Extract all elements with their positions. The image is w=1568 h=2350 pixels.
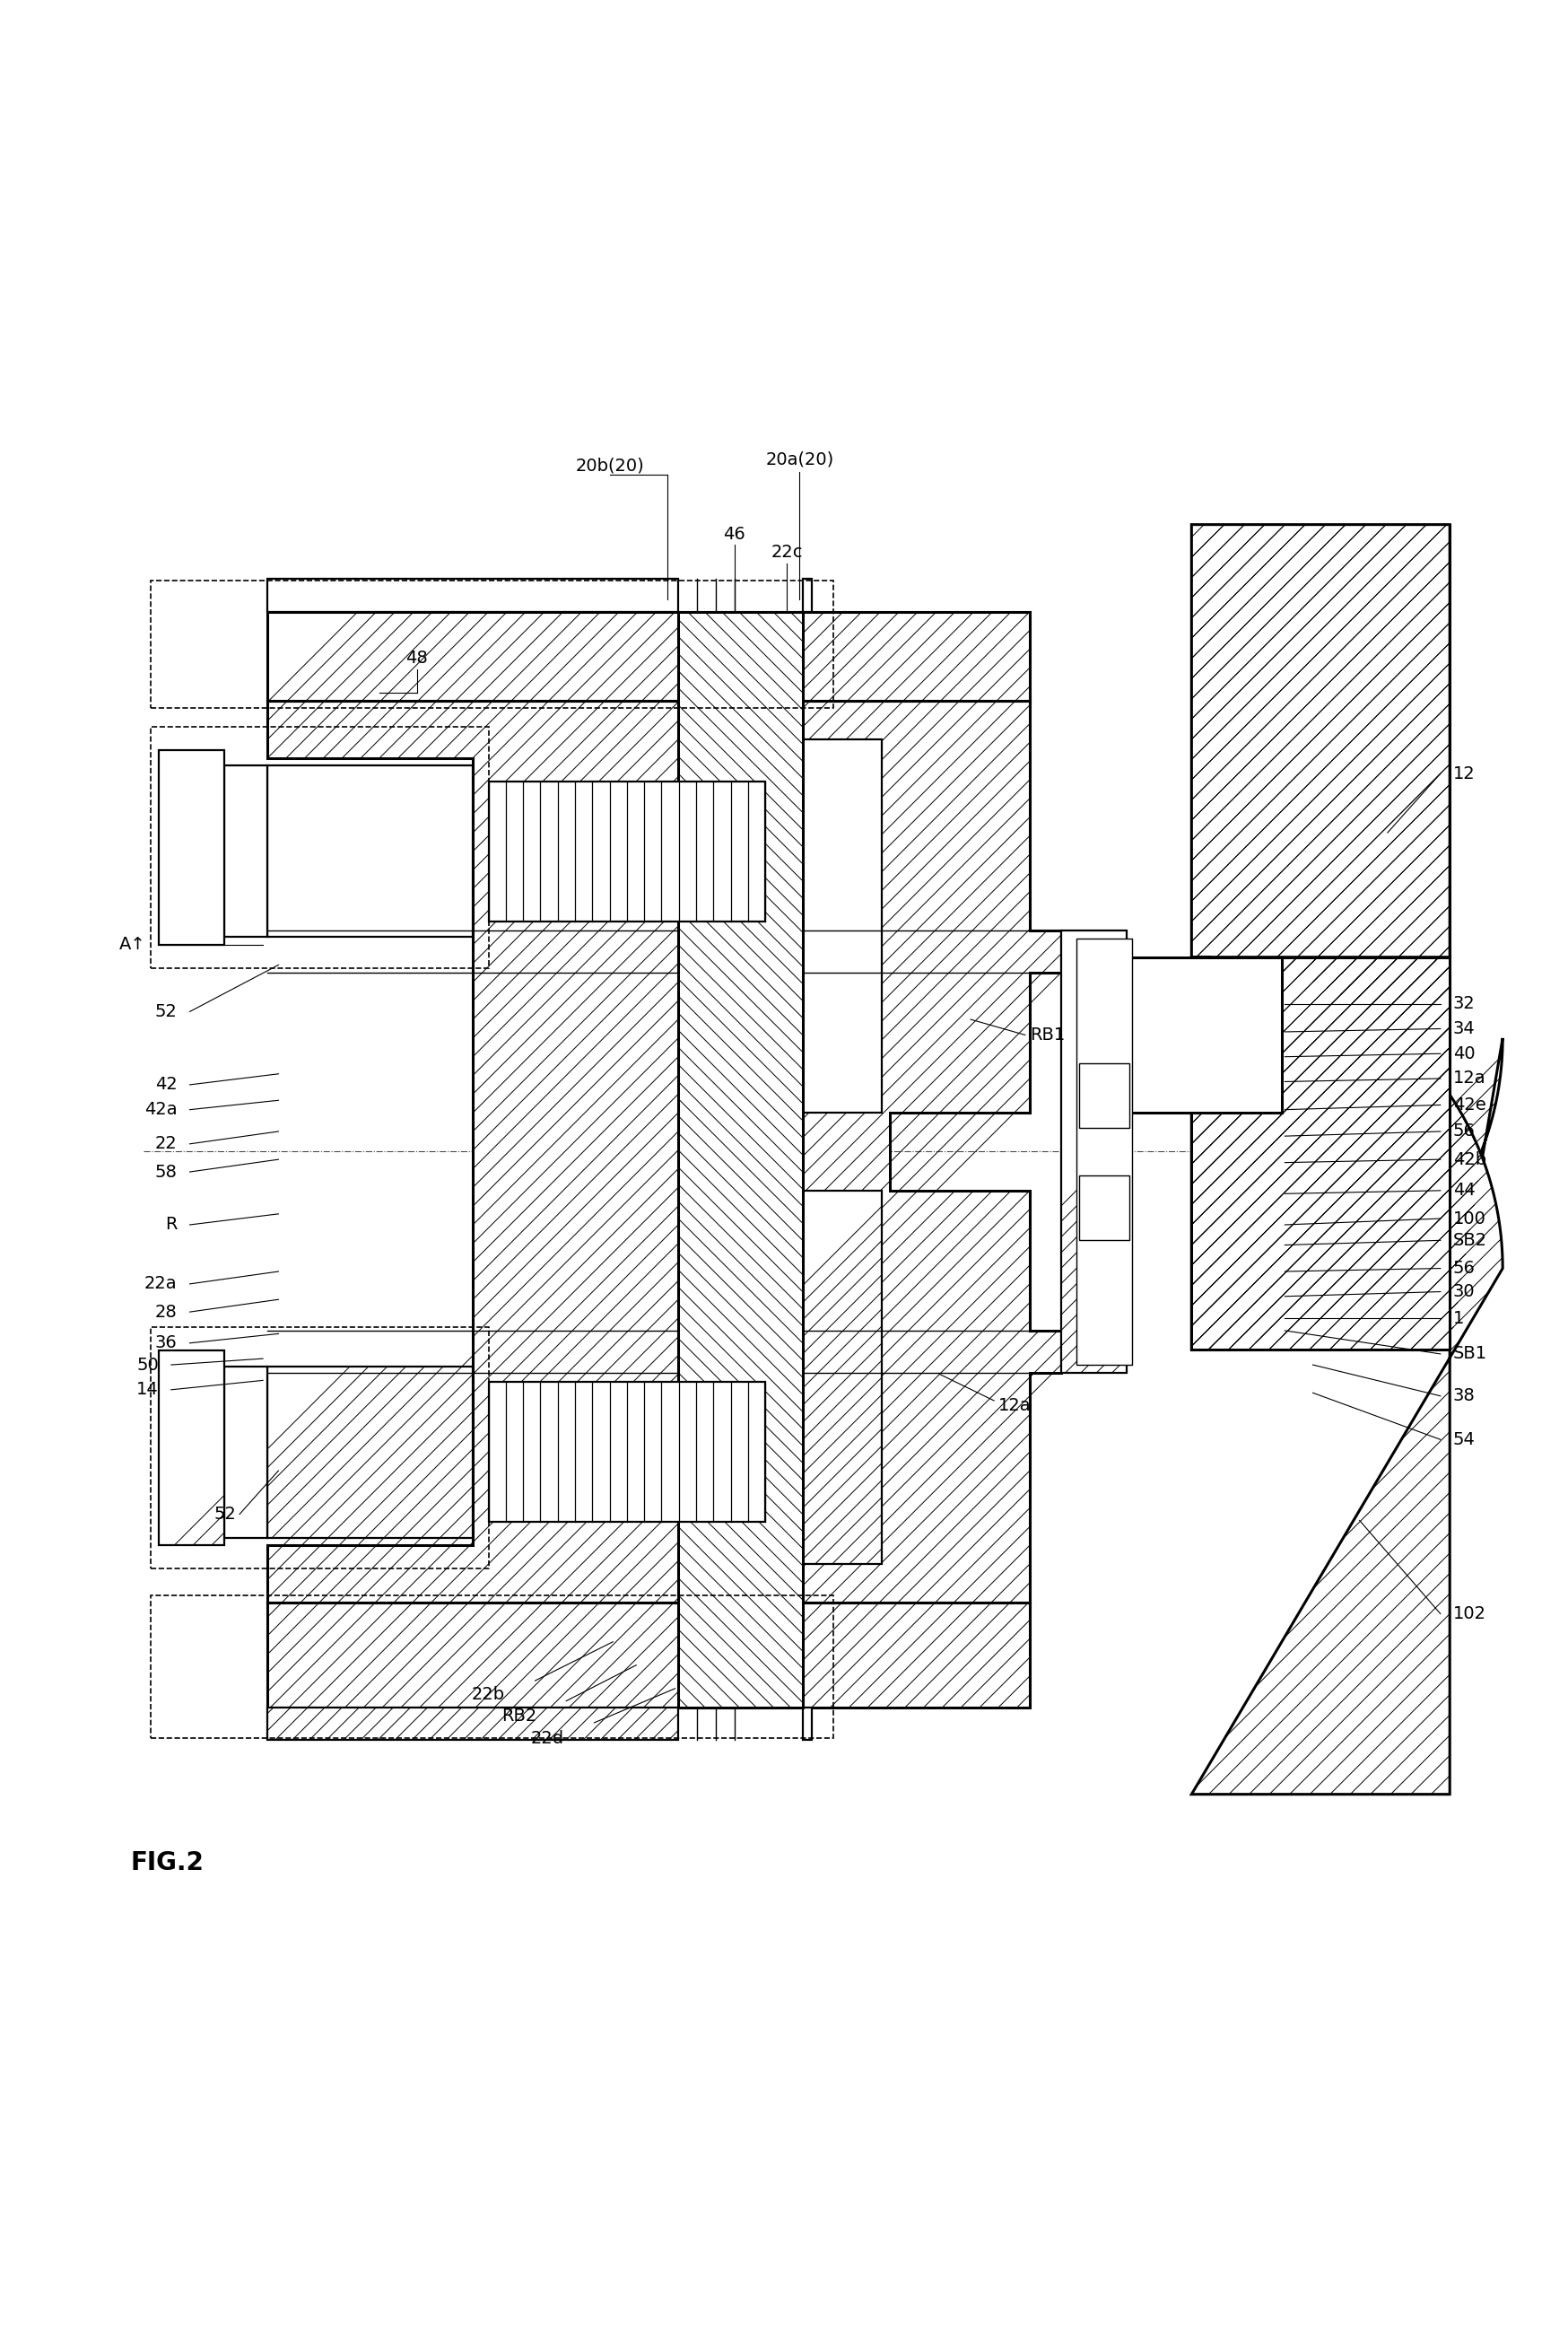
Text: RB1: RB1: [1030, 1027, 1065, 1043]
Text: 30: 30: [1454, 1283, 1475, 1300]
Text: 22d: 22d: [532, 1730, 564, 1746]
Text: 42a: 42a: [144, 1102, 177, 1119]
Text: 28: 28: [155, 1304, 177, 1321]
Bar: [151, 1328, 489, 1570]
Polygon shape: [803, 578, 812, 611]
Polygon shape: [1192, 956, 1502, 1795]
Text: 48: 48: [406, 651, 428, 667]
Polygon shape: [268, 700, 1062, 1603]
Polygon shape: [1192, 956, 1450, 1349]
Bar: [1077, 938, 1132, 1365]
Polygon shape: [1192, 524, 1450, 1349]
Polygon shape: [1062, 931, 1126, 1372]
Text: 42e: 42e: [1454, 1097, 1486, 1114]
Polygon shape: [1192, 956, 1281, 1114]
Bar: [489, 780, 765, 921]
Text: 14: 14: [136, 1382, 158, 1398]
Text: 38: 38: [1454, 1386, 1475, 1405]
Polygon shape: [1079, 1062, 1129, 1128]
Text: 42: 42: [155, 1076, 177, 1093]
Text: 46: 46: [723, 526, 745, 543]
Polygon shape: [803, 1706, 812, 1739]
Polygon shape: [268, 578, 679, 611]
Text: 40: 40: [1454, 1046, 1475, 1062]
Polygon shape: [1079, 1175, 1129, 1241]
Polygon shape: [268, 1365, 474, 1537]
Text: 44: 44: [1454, 1182, 1475, 1198]
Text: R: R: [165, 1217, 177, 1234]
Text: 52: 52: [155, 1003, 177, 1020]
Text: SB2: SB2: [1454, 1231, 1486, 1248]
Text: 22: 22: [155, 1135, 177, 1152]
Text: FIG.2: FIG.2: [130, 1849, 204, 1875]
Text: 56: 56: [1454, 1260, 1475, 1276]
Text: 56: 56: [1454, 1123, 1475, 1140]
Text: 50: 50: [136, 1356, 158, 1372]
Polygon shape: [158, 1351, 224, 1546]
Polygon shape: [158, 750, 224, 945]
Text: 54: 54: [1454, 1431, 1475, 1448]
Polygon shape: [268, 1603, 1030, 1706]
Polygon shape: [268, 766, 474, 938]
Text: 34: 34: [1454, 1020, 1475, 1036]
Text: 20a(20): 20a(20): [765, 451, 834, 468]
Text: RB2: RB2: [502, 1708, 538, 1725]
Text: 58: 58: [155, 1163, 177, 1180]
Polygon shape: [1192, 524, 1502, 1349]
Polygon shape: [803, 1191, 881, 1565]
Text: 22b: 22b: [472, 1687, 505, 1704]
Bar: [151, 1596, 834, 1739]
Text: 12a: 12a: [999, 1396, 1032, 1415]
Text: 22c: 22c: [771, 545, 803, 562]
Text: 22a: 22a: [144, 1276, 177, 1293]
Text: 12: 12: [1454, 766, 1475, 783]
Text: 52: 52: [215, 1506, 237, 1523]
Text: 32: 32: [1454, 996, 1475, 1013]
Text: 42b: 42b: [1454, 1152, 1486, 1168]
Polygon shape: [679, 611, 803, 1706]
Text: 102: 102: [1454, 1605, 1486, 1621]
Polygon shape: [803, 740, 881, 1114]
Polygon shape: [268, 611, 1030, 700]
Bar: [151, 726, 489, 968]
Text: 36: 36: [155, 1335, 177, 1351]
Polygon shape: [224, 766, 268, 938]
Polygon shape: [268, 1706, 679, 1739]
Polygon shape: [224, 1365, 268, 1537]
Text: A↑: A↑: [119, 935, 146, 954]
Text: 20b(20): 20b(20): [575, 456, 644, 475]
Bar: [151, 580, 834, 707]
Text: 1: 1: [1454, 1309, 1465, 1328]
Text: 100: 100: [1454, 1210, 1486, 1227]
Text: SB1: SB1: [1454, 1347, 1486, 1363]
Text: 12a: 12a: [1454, 1069, 1486, 1088]
Polygon shape: [1126, 956, 1281, 1114]
Bar: [489, 1382, 765, 1523]
